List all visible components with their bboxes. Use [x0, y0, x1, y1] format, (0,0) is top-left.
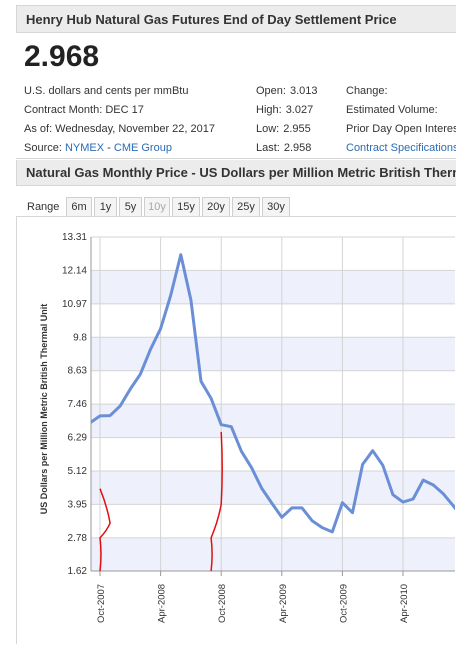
last-value: 2.958	[283, 142, 312, 154]
grid-band	[91, 270, 455, 304]
chart-area: 1.62 2.78 3.95 5.12 6.29 7.46 8.63 9.8 10.97 12.1…	[16, 217, 456, 644]
price-line-chart: 1.62 2.78 3.95 5.12 6.29 7.46 8.63 9.8 10.97 12.1…	[39, 232, 455, 623]
cme-group-link[interactable]: CME Group	[113, 142, 172, 154]
last-label: Last:	[256, 142, 280, 154]
settlement-price: 2.968	[24, 40, 100, 73]
range-button-5y[interactable]: 5y	[119, 197, 142, 217]
red-annotation-line	[99, 488, 111, 572]
change-label: Change:	[346, 85, 388, 97]
open-row: Open: 3.013	[256, 82, 318, 101]
grid-band	[91, 337, 455, 371]
low-value: 2.955	[283, 123, 311, 135]
source-separator: -	[104, 142, 114, 154]
y-tick-label: 3.95	[68, 499, 88, 510]
ohlc-values: Open: 3.013 High: 3.027 Low: 2.955 Last: 2.9…	[256, 82, 318, 158]
section-divider	[16, 158, 456, 159]
high-row: High: 3.027	[256, 101, 318, 120]
last-row: Last: 2.958	[256, 139, 318, 158]
volume-label: Estimated Volume:	[346, 104, 438, 116]
open-label: Open:	[256, 85, 286, 97]
x-tick-label: Oct-2008	[217, 584, 228, 623]
contract-spec-link[interactable]: Contract Specifications	[346, 142, 456, 154]
as-of-date: As of: Wednesday, November 22, 2017	[24, 123, 215, 135]
range-button-6m[interactable]: 6m	[66, 197, 92, 217]
x-tick-label: Oct-2007	[96, 584, 107, 623]
contract-month: Contract Month: DEC 17	[24, 104, 144, 116]
y-tick-label: 6.29	[68, 433, 88, 444]
grid-band	[91, 404, 455, 438]
open-interest-label: Prior Day Open Interest	[346, 123, 456, 135]
range-button-15y[interactable]: 15y	[172, 197, 200, 217]
grid-band	[91, 537, 455, 571]
range-divider	[16, 216, 456, 217]
units-text: U.S. dollars and cents per mmBtu	[24, 85, 189, 97]
low-label: Low:	[256, 123, 280, 135]
grid-band	[91, 471, 455, 505]
quote-title: Henry Hub Natural Gas Futures End of Day…	[26, 12, 397, 27]
y-tick-label: 9.8	[73, 332, 87, 343]
y-tick-label: 2.78	[68, 533, 88, 544]
y-tick-label: 13.31	[62, 232, 87, 243]
y-tick-label: 12.14	[62, 265, 87, 276]
high-value: 3.027	[285, 104, 314, 116]
quote-panel-header: Henry Hub Natural Gas Futures End of Day…	[16, 5, 456, 33]
x-tick-label: Apr-2010	[399, 584, 410, 623]
range-label: Range	[27, 201, 60, 213]
quote-details: U.S. dollars and cents per mmBtu Contrac…	[24, 82, 215, 158]
range-button-30y[interactable]: 30y	[262, 197, 290, 217]
low-row: Low: 2.955	[256, 120, 318, 139]
high-label: High:	[256, 104, 282, 116]
y-tick-label: 8.63	[68, 366, 88, 377]
y-tick-label: 5.12	[68, 466, 88, 477]
x-tick-label: Oct-2009	[338, 584, 349, 623]
open-value: 3.013	[289, 85, 318, 97]
nymex-link[interactable]: NYMEX	[64, 142, 105, 154]
range-button-10y[interactable]: 10y	[144, 197, 170, 217]
extra-stats: Change: Estimated Volume: Prior Day Open…	[346, 82, 456, 158]
y-axis-title: US Dollars per Million Metric British Th…	[39, 304, 49, 515]
y-tick-label: 7.46	[68, 399, 88, 410]
source-label: Source:	[24, 142, 65, 154]
series-line	[91, 253, 455, 534]
range-button-1y[interactable]: 1y	[94, 197, 117, 217]
range-button-25y[interactable]: 25y	[232, 197, 260, 217]
chart-panel-header: Natural Gas Monthly Price - US Dollars p…	[16, 160, 456, 186]
y-tick-label: 10.97	[62, 299, 87, 310]
y-tick-label: 1.62	[68, 566, 88, 577]
x-tick-label: Apr-2008	[157, 584, 168, 623]
source-line: Source: NYMEX - CME Group	[24, 139, 215, 158]
red-annotation-line	[210, 431, 223, 572]
chart-title: Natural Gas Monthly Price - US Dollars p…	[26, 165, 456, 180]
range-button-20y[interactable]: 20y	[202, 197, 230, 217]
x-tick-label: Apr-2009	[278, 584, 289, 623]
